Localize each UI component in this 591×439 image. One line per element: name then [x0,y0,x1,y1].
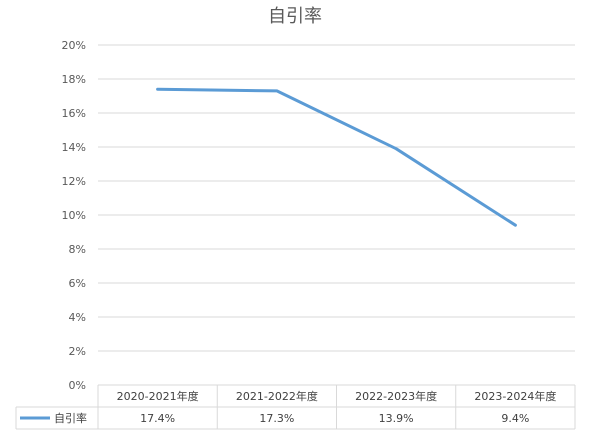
x-category-label: 2023-2024年度 [474,389,556,403]
y-tick-label: 20% [62,39,86,52]
y-tick-label: 14% [62,141,86,154]
legend-label: 自引率 [54,411,87,425]
y-tick-label: 6% [69,277,86,290]
y-tick-label: 2% [69,345,86,358]
series-layer [156,87,517,227]
x-category-label: 2020-2021年度 [117,389,199,403]
table-value-cell: 13.9% [379,412,414,425]
table-value-cell: 17.3% [259,412,294,425]
table-value-cell: 17.4% [140,412,175,425]
y-tick-label: 16% [62,107,86,120]
y-axis: 0% 2% 4% 6% 8% 10% 12% 14% 16% 18% 20% [62,39,86,392]
x-category-label: 2022-2023年度 [355,389,437,403]
x-category-label: 2021-2022年度 [236,389,318,403]
series-line [156,87,517,227]
chart-title: 自引率 [268,6,322,27]
gridlines [98,44,575,352]
table-value-cell: 9.4% [501,412,529,425]
data-table: 2020-2021年度 17.4% 2021-2022年度 17.3% 2022-202… [15,384,576,430]
y-tick-label: 4% [69,311,86,324]
y-tick-label: 12% [62,175,86,188]
y-tick-label: 8% [69,243,86,256]
y-tick-label: 0% [69,379,86,392]
y-tick-label: 10% [62,209,86,222]
y-tick-label: 18% [62,73,86,86]
